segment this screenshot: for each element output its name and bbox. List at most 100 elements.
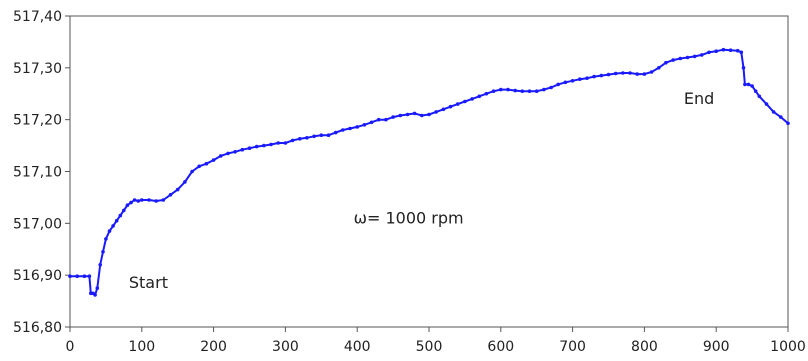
data-point (247, 146, 252, 150)
data-point (441, 107, 446, 112)
data-point (132, 198, 137, 202)
data-point (93, 293, 97, 297)
data-point (491, 89, 496, 93)
data-point (95, 286, 100, 290)
data-point (427, 112, 431, 117)
data-point (621, 71, 625, 75)
data-point (412, 111, 417, 116)
data-point (513, 88, 517, 93)
data-point (114, 218, 119, 223)
data-point (678, 56, 683, 61)
data-point (283, 141, 288, 145)
data-point (82, 274, 87, 279)
data-point (398, 113, 403, 118)
data-point (549, 85, 553, 90)
data-point (506, 87, 510, 92)
data-point (470, 97, 474, 101)
data-point (240, 147, 245, 152)
tick-labels: 0 100 200 300 400 500 600 700 800 900 1000 516,80 51… (13, 9, 806, 355)
data-point (312, 134, 316, 139)
data-point (175, 187, 180, 192)
data-point (714, 49, 718, 53)
x-tick-label: 100 (128, 339, 155, 355)
data-point (168, 193, 173, 197)
data-point (226, 151, 230, 156)
data-point (391, 115, 395, 119)
data-point (211, 158, 216, 162)
data-point (685, 55, 690, 60)
x-tick-label: 0 (66, 339, 75, 355)
data-point (183, 180, 187, 184)
data-point (154, 199, 158, 203)
x-tick-label: 500 (416, 339, 443, 355)
series-line (70, 48, 789, 296)
data-point (147, 198, 151, 202)
data-point (333, 130, 338, 135)
data-point (786, 121, 790, 126)
annotations: Start End ω= 1000 rpm (129, 89, 714, 292)
data-point (455, 102, 460, 106)
data-point (68, 274, 72, 279)
x-tick-label: 700 (559, 339, 586, 355)
data-point (779, 115, 783, 119)
data-point (753, 89, 758, 93)
x-tick-label: 900 (703, 339, 730, 355)
data-point (87, 274, 92, 279)
x-tick-label: 800 (631, 339, 658, 355)
data-point (599, 73, 604, 78)
data-point (118, 213, 123, 218)
data-point (136, 199, 140, 203)
data-point (355, 125, 360, 129)
plot-frame (69, 15, 789, 328)
data-point (190, 169, 194, 174)
data-point (606, 72, 611, 77)
data-point (743, 82, 747, 87)
data-point (161, 198, 166, 202)
annotation-label: End (684, 89, 714, 108)
data-point (613, 71, 618, 76)
data-point (499, 87, 503, 92)
data-point (563, 80, 568, 85)
data-point (140, 198, 144, 202)
data-point (592, 74, 596, 79)
data-point (741, 66, 746, 70)
data-point (262, 143, 266, 148)
data-point (305, 136, 309, 140)
data-point (534, 89, 539, 93)
x-tick-label: 300 (272, 339, 299, 355)
data-point (376, 117, 381, 122)
data-point (107, 229, 112, 233)
data-point (104, 237, 108, 241)
data-point (125, 203, 130, 207)
data-point (290, 138, 295, 143)
data-point (98, 263, 102, 267)
data-point (707, 50, 711, 55)
annotation-label: ω= 1000 rpm (354, 208, 464, 227)
y-tick-label: 517,30 (13, 61, 62, 77)
annotation-label: Start (129, 273, 168, 292)
data-point (764, 102, 769, 106)
y-tick-label: 517,20 (13, 113, 62, 129)
data-point (348, 126, 352, 131)
data-point (420, 113, 424, 118)
data-point (233, 150, 237, 154)
data-point (578, 77, 582, 81)
data-point (204, 161, 209, 166)
data-point (101, 250, 105, 254)
data-point (111, 224, 115, 228)
data-point (527, 89, 532, 93)
data-point (434, 110, 439, 114)
x-tick-label: 1000 (770, 339, 806, 355)
data-point (671, 58, 675, 62)
data-point (298, 137, 302, 141)
data-point (477, 94, 482, 99)
x-tick-label: 400 (344, 339, 371, 355)
data-point (657, 66, 661, 70)
data-point (635, 72, 639, 76)
data-point (735, 48, 740, 53)
data-point (129, 200, 133, 205)
x-tick-label: 200 (200, 339, 227, 355)
data-point (771, 110, 776, 114)
data-point (642, 72, 647, 76)
data-point (739, 50, 744, 55)
